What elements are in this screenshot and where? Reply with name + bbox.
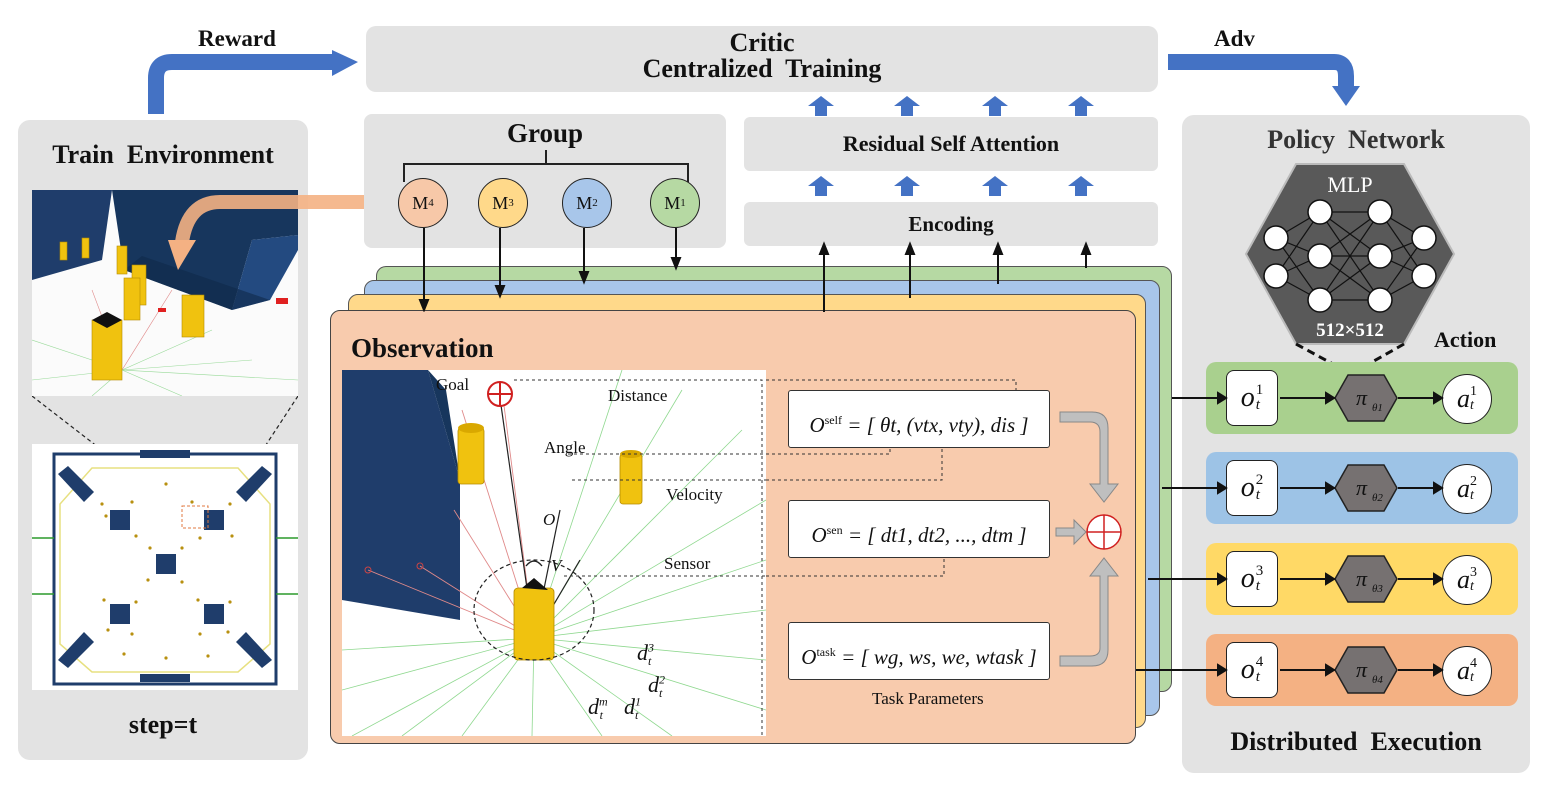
policy-network-title: Policy Network — [1267, 125, 1445, 154]
agent-flow-arrows-1 — [1134, 390, 1444, 406]
sensor-d1: d1t — [624, 694, 641, 723]
member-to-env-arrow — [168, 195, 392, 270]
svg-text:π: π — [1356, 385, 1368, 410]
svg-text:π: π — [1356, 475, 1368, 500]
observation-title: Observation — [351, 333, 494, 363]
mlp-label: MLP — [1327, 172, 1373, 197]
sensor-label: Sensor — [664, 554, 711, 573]
residual-self-attention-title: Residual Self Attention — [842, 131, 1060, 156]
formula-task: Otask = [ wg, ws, we, wtask ] — [788, 622, 1050, 680]
environment-map — [32, 444, 298, 690]
flow-up-arrow — [808, 176, 834, 196]
velocity-label: Velocity — [666, 485, 723, 504]
agent-policy-3: π θ3 — [1334, 555, 1398, 603]
svg-text:θ1: θ1 — [1372, 402, 1383, 414]
svg-text:θ2: θ2 — [1372, 492, 1383, 504]
group-title: Group — [506, 118, 584, 148]
sensor-d3: d3t — [637, 640, 654, 669]
critic-panel: Critic Centralized Training — [366, 26, 1158, 92]
residual-self-attention-panel: Residual Self Attention — [744, 117, 1158, 171]
critic-title: Critic — [729, 28, 795, 57]
goal-label: Goal — [436, 375, 470, 394]
step-label: step=t — [128, 710, 198, 739]
svg-text:θ3: θ3 — [1372, 583, 1383, 595]
mlp-network — [1244, 163, 1456, 372]
sensor-dm: dmt — [588, 694, 608, 723]
flow-up-arrow — [1068, 176, 1094, 196]
adv-arrow — [1168, 54, 1360, 106]
flow-up-arrow — [894, 96, 920, 116]
sensor-d2: d2t — [648, 672, 665, 701]
v-vector-label: V — [551, 556, 562, 575]
agent-flow-arrows-2 — [1134, 480, 1444, 496]
flow-up-arrow — [894, 176, 920, 196]
agent-policy-1: π θ1 — [1334, 374, 1398, 422]
agent-policy-2: π θ2 — [1334, 464, 1398, 512]
svg-text:π: π — [1356, 657, 1368, 682]
agent-policy-4: π θ4 — [1334, 646, 1398, 694]
flow-up-arrow — [982, 96, 1008, 116]
encoding-inputs — [818, 241, 1092, 312]
task-parameters-label: Task Parameters — [872, 689, 984, 708]
reward-label: Reward — [198, 26, 276, 51]
agent-flow-arrows-3 — [1134, 571, 1444, 587]
flow-up-arrow — [1068, 96, 1094, 116]
observation-scene — [342, 370, 766, 736]
adv-label: Adv — [1214, 26, 1255, 51]
formula-self: Oself = [ θt, (vtx, vty), dis ] — [788, 390, 1050, 448]
flow-up-arrow — [808, 96, 834, 116]
environment-3d-view — [32, 190, 298, 396]
angle-label: Angle — [544, 438, 586, 457]
svg-text:θ4: θ4 — [1372, 674, 1383, 686]
distributed-execution-title: Distributed Execution — [1230, 727, 1482, 756]
reward-arrow — [148, 50, 358, 114]
flow-up-arrow — [982, 176, 1008, 196]
encoding-panel: Encoding — [744, 202, 1158, 246]
combine-arrows — [1055, 411, 1122, 667]
o-vector-label: O — [543, 510, 556, 529]
distance-label: Distance — [608, 386, 668, 405]
group-bracket — [403, 150, 689, 182]
centralized-training-title: Centralized Training — [642, 54, 882, 83]
formula-sensor: Osen = [ dt1, dt2, ..., dtm ] — [788, 500, 1050, 558]
encoding-title: Encoding — [908, 212, 994, 236]
mlp-size-label: 512×512 — [1316, 320, 1384, 341]
agent-flow-arrows-4 — [1134, 662, 1444, 678]
action-title: Action — [1434, 327, 1497, 352]
member-connectors — [418, 228, 682, 312]
svg-text:π: π — [1356, 566, 1368, 591]
train-environment-title: Train Environment — [52, 140, 274, 169]
